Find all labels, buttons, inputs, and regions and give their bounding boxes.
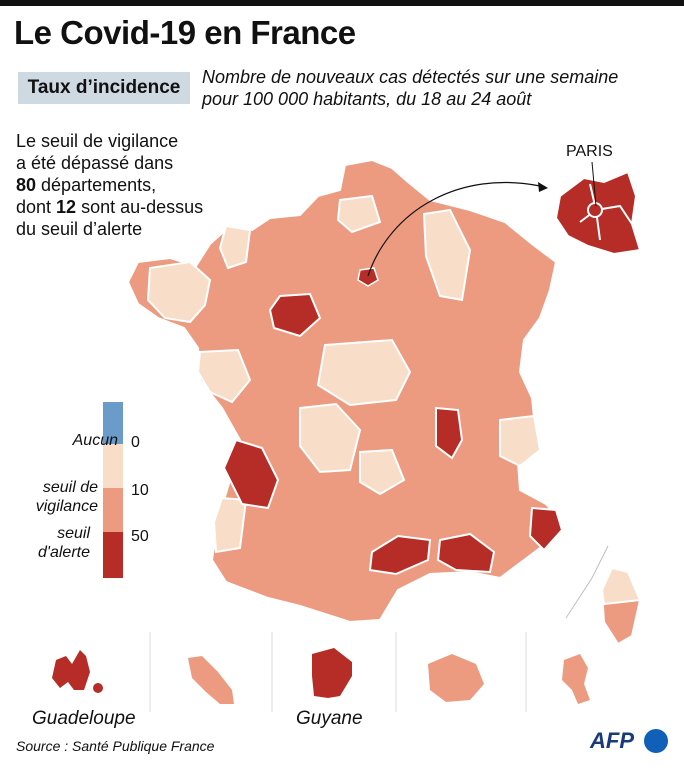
region-alerte-rhone xyxy=(435,406,464,460)
guyane-label: Guyane xyxy=(296,708,363,729)
guyane-map xyxy=(312,648,352,698)
legend-label-vigilance-1: seuil de xyxy=(42,479,98,496)
region-alerte-gironde xyxy=(222,438,280,510)
region-low-nord xyxy=(336,194,382,234)
source-note: Source : Santé Publique France xyxy=(16,738,215,754)
legend-threshold-0: 0 xyxy=(131,434,140,451)
region-low-auvergne xyxy=(359,448,406,496)
region-low-centre xyxy=(316,338,412,407)
martinique-map xyxy=(188,656,234,704)
subtitle-line-1: Nombre de nouveaux cas détectés sur une … xyxy=(202,67,619,87)
legend-label-alerte-2: d'alerte xyxy=(38,544,90,561)
region-alerte-alpes-maritimes xyxy=(528,506,564,552)
corsica-north xyxy=(600,566,642,606)
vigilance-count: 80 xyxy=(16,175,37,195)
mayotte-map xyxy=(562,654,590,704)
region-low-alsace xyxy=(422,208,472,302)
note-line-3: 80 départements, xyxy=(16,174,246,196)
corsica-separator xyxy=(565,545,609,619)
subtitle-line-2: pour 100 000 habitants, du 18 au 24 août xyxy=(202,89,532,109)
legend-swatch-low xyxy=(103,444,123,488)
guadeloupe-map xyxy=(52,650,90,690)
afp-logo: AFP xyxy=(590,728,634,753)
note-line-5: du seuil d’alerte xyxy=(16,219,143,239)
top-rule xyxy=(0,0,684,6)
region-low-vendee xyxy=(196,348,252,404)
guadeloupe-island-small xyxy=(93,683,103,693)
region-low-massif xyxy=(299,402,362,474)
legend-label-vigilance: seuil de vigilance xyxy=(18,478,98,516)
legend-threshold-10: 10 xyxy=(131,482,149,499)
region-alerte-paris xyxy=(357,267,379,287)
subtitle: Nombre de nouveaux cas détectés sur une … xyxy=(202,66,672,110)
alerte-count: 12 xyxy=(56,197,77,217)
paris-label: PARIS xyxy=(566,143,613,160)
page-title: Le Covid-19 en France xyxy=(14,14,356,51)
note-line-2: a été dépassé dans xyxy=(16,153,174,173)
note-line-3-rest: départements, xyxy=(36,175,157,195)
paris-inset-city xyxy=(587,202,603,218)
region-low-bretagne xyxy=(146,260,212,324)
legend-label-alerte-1: seuil xyxy=(57,525,90,542)
summary-note: Le seuil de vigilance a été dépassé dans… xyxy=(16,130,246,240)
legend-label-vigilance-2: vigilance xyxy=(35,498,98,515)
note-line-1: Le seuil de vigilance xyxy=(16,131,179,151)
indicator-tag: Taux d’incidence xyxy=(18,72,190,104)
note-line-4-pre: dont xyxy=(16,197,57,217)
region-low-alpes xyxy=(499,414,542,468)
guadeloupe-label: Guadeloupe xyxy=(32,708,136,729)
paris-arrowhead xyxy=(538,182,548,192)
legend-label-alerte: seuil d'alerte xyxy=(18,524,90,562)
region-alerte-sarthe xyxy=(268,292,322,338)
legend-threshold-50: 50 xyxy=(131,528,149,545)
paris-leader xyxy=(367,181,541,277)
region-low-cotentin xyxy=(218,224,252,270)
legend-swatch-aucun xyxy=(103,402,123,444)
paris-label-leader xyxy=(591,161,597,207)
region-alerte-bouches xyxy=(436,532,496,574)
region-alerte-herault xyxy=(368,534,432,576)
region-low-landes xyxy=(212,496,248,554)
note-line-4: dont 12 sont au-dessus xyxy=(16,196,246,218)
note-line-4-post: sont au-dessus xyxy=(76,197,204,217)
legend-label-aucun: Aucun xyxy=(72,432,118,449)
legend-swatch-vigilance xyxy=(103,488,123,532)
legend-swatch-alerte xyxy=(103,532,123,578)
afp-logo-dot xyxy=(644,729,668,753)
reunion-map xyxy=(428,654,484,702)
